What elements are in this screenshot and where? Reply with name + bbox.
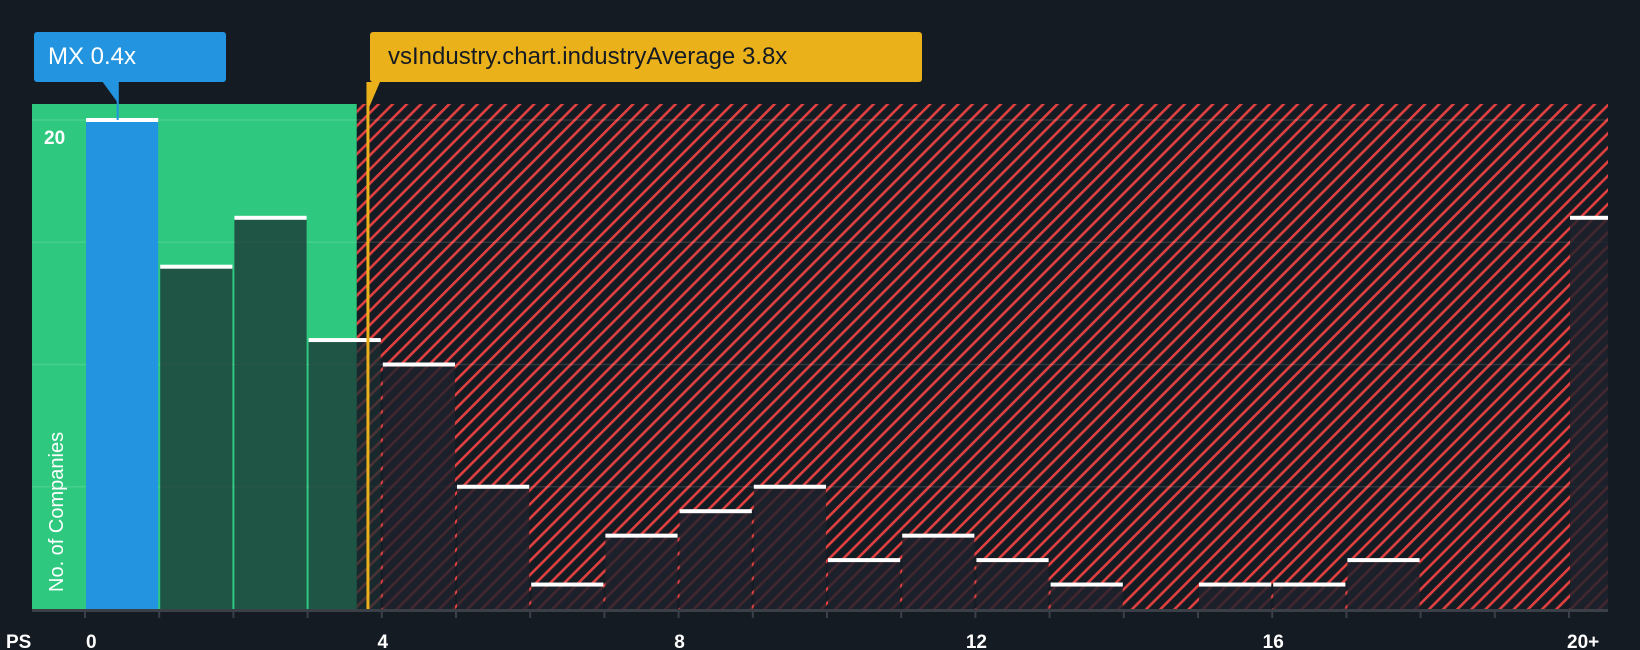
bar-cap-6-7 bbox=[531, 582, 604, 587]
y-axis-label: No. of Companies bbox=[46, 432, 68, 592]
bar-cap-16-17 bbox=[1273, 582, 1346, 587]
x-axis-label: PS bbox=[6, 632, 31, 650]
bar-9-10 bbox=[753, 486, 826, 609]
bar-0-1 bbox=[86, 120, 159, 609]
bar-cap-9-10 bbox=[753, 484, 826, 489]
x-tick-label-8: 8 bbox=[674, 632, 685, 650]
bar-13-14 bbox=[1050, 584, 1123, 609]
bar-7-8 bbox=[605, 535, 678, 609]
y-tick-label-20: 20 bbox=[44, 128, 65, 149]
bar-2-3 bbox=[234, 217, 307, 610]
bar-4-5 bbox=[382, 364, 455, 609]
bar-cap-12-13 bbox=[976, 558, 1049, 563]
bar-12-13 bbox=[976, 560, 1049, 609]
bar-cap-15-16 bbox=[1199, 582, 1272, 587]
bar-cap-20+ bbox=[1570, 215, 1608, 220]
bar-10-11 bbox=[828, 560, 901, 609]
bar-17-18 bbox=[1347, 560, 1420, 609]
bar-cap-4-5 bbox=[382, 362, 455, 367]
bar-5-6 bbox=[457, 486, 530, 609]
x-tick-label-4: 4 bbox=[378, 632, 389, 650]
bar-11-12 bbox=[902, 535, 975, 609]
bar-cap-0-1 bbox=[86, 118, 159, 122]
bar-16-17 bbox=[1273, 584, 1346, 609]
overvalued-region bbox=[356, 104, 1609, 609]
bar-cap-1-2 bbox=[160, 264, 233, 269]
bar-cap-11-12 bbox=[902, 533, 975, 538]
industry-average-label: vsIndustry.chart.industryAverage 3.8x bbox=[370, 32, 922, 82]
company-label: MX 0.4x bbox=[34, 32, 226, 82]
bar-15-16 bbox=[1199, 584, 1272, 609]
bar-20+ bbox=[1570, 217, 1608, 610]
x-tick-label-0: 0 bbox=[86, 632, 97, 650]
company-pointer bbox=[102, 82, 119, 104]
x-tick-label-12: 12 bbox=[966, 632, 987, 650]
bar-3-4 bbox=[308, 340, 381, 609]
x-tick-label-20+: 20+ bbox=[1567, 632, 1599, 650]
bar-cap-13-14 bbox=[1050, 582, 1123, 587]
bar-6-7 bbox=[531, 584, 604, 609]
bar-cap-3-4 bbox=[308, 338, 381, 343]
industry-average-pointer bbox=[366, 82, 380, 110]
company-label-text: MX 0.4x bbox=[48, 43, 137, 70]
bar-cap-10-11 bbox=[828, 558, 901, 563]
bar-cap-5-6 bbox=[457, 484, 530, 489]
bar-cap-17-18 bbox=[1347, 558, 1420, 563]
bar-cap-7-8 bbox=[605, 533, 678, 538]
bar-8-9 bbox=[679, 511, 752, 609]
bar-cap-2-3 bbox=[234, 215, 307, 220]
industry-average-label-text: vsIndustry.chart.industryAverage 3.8x bbox=[388, 43, 788, 70]
bar-1-2 bbox=[160, 266, 233, 609]
x-tick-label-16: 16 bbox=[1263, 632, 1284, 650]
bar-cap-8-9 bbox=[679, 509, 752, 514]
